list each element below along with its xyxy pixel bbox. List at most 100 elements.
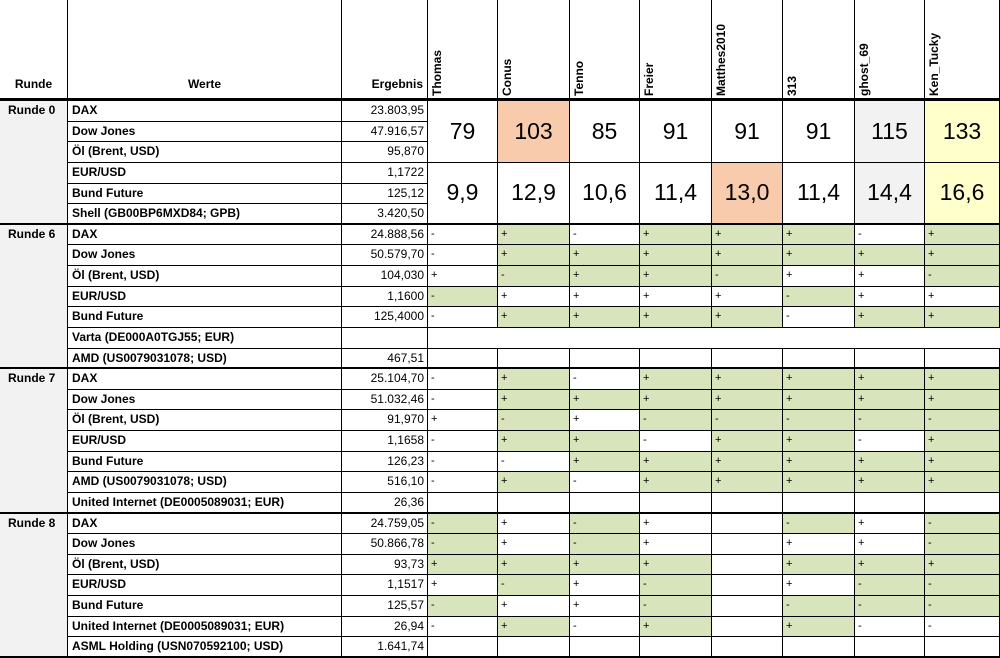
value-name: EUR/USD (68, 162, 342, 184)
pick: + (925, 369, 1000, 390)
empty-cell (570, 348, 640, 370)
pick: + (570, 389, 640, 411)
pick: + (640, 369, 712, 390)
pick: + (498, 616, 570, 638)
pick: + (925, 431, 1000, 452)
player-name: Tenno (572, 60, 586, 96)
empty-cell (712, 637, 783, 658)
pick: - (428, 286, 498, 308)
score: 91 (783, 101, 855, 163)
value-name: ASML Holding (USN070592100; USD) (68, 637, 342, 658)
pick: + (712, 245, 783, 267)
score: 9,9 (428, 162, 498, 225)
pick: + (428, 575, 498, 597)
pick: + (428, 266, 498, 287)
result: 104,030 (342, 266, 428, 287)
player-header: 313 (783, 0, 855, 101)
pick: - (640, 410, 712, 432)
pick: + (925, 389, 1000, 411)
pick: - (570, 224, 640, 246)
pick: - (783, 513, 855, 535)
player-name: Ken_Tucky (927, 32, 941, 96)
pick: + (570, 266, 640, 287)
pick: - (498, 451, 570, 473)
result: 126,23 (342, 451, 428, 473)
pick: + (783, 616, 855, 638)
pick (712, 596, 783, 617)
pick: + (640, 224, 712, 246)
empty-cell (428, 492, 498, 514)
score: 11,4 (783, 162, 855, 225)
pick: - (498, 575, 570, 597)
value-name: DAX (68, 513, 342, 535)
pick: - (855, 575, 925, 597)
round-label: Runde 0 (0, 101, 68, 225)
player-header: Conus (498, 0, 570, 101)
pick: - (855, 224, 925, 246)
result: 23.803,95 (342, 101, 428, 122)
empty-cell (712, 328, 783, 349)
result: 26,36 (342, 492, 428, 514)
pick: - (428, 245, 498, 267)
result-header: Ergebnis (342, 0, 428, 101)
pick: + (712, 389, 783, 411)
pick: + (783, 534, 855, 555)
pick (712, 554, 783, 576)
pick: + (712, 369, 783, 390)
pick: + (498, 472, 570, 493)
pick: - (428, 616, 498, 638)
empty-cell (428, 637, 498, 658)
pick: - (428, 451, 498, 473)
pick: - (570, 472, 640, 493)
round-label: Runde 8 (0, 513, 68, 658)
empty-cell (855, 328, 925, 349)
pick: + (498, 513, 570, 535)
pick (712, 616, 783, 638)
pick: + (640, 307, 712, 328)
pick: + (712, 307, 783, 328)
result: 50.579,70 (342, 245, 428, 267)
score: 115 (855, 101, 925, 163)
pick: - (925, 575, 1000, 597)
value-name: AMD (US0079031078; USD) (68, 348, 342, 370)
pick: + (570, 596, 640, 617)
pick: + (925, 451, 1000, 473)
pick: - (640, 596, 712, 617)
pick: + (855, 534, 925, 555)
pick: - (925, 266, 1000, 287)
pick: + (855, 554, 925, 576)
pick: + (783, 389, 855, 411)
pick: + (855, 513, 925, 535)
player-header: Tenno (570, 0, 640, 101)
result: 91,970 (342, 410, 428, 432)
pick: + (570, 431, 640, 452)
pick: + (640, 245, 712, 267)
pick: - (783, 307, 855, 328)
pick: + (783, 266, 855, 287)
pick: + (570, 245, 640, 267)
pick: - (925, 513, 1000, 535)
result: 1,1600 (342, 286, 428, 308)
pick: + (570, 307, 640, 328)
pick: - (640, 431, 712, 452)
pick: + (498, 369, 570, 390)
empty-cell (498, 637, 570, 658)
empty-cell (925, 637, 1000, 658)
pick: - (925, 596, 1000, 617)
pick: - (428, 369, 498, 390)
pick: + (498, 554, 570, 576)
empty-cell (498, 328, 570, 349)
round-header: Runde (0, 0, 68, 101)
pick: - (498, 266, 570, 287)
values-header: Werte (68, 0, 342, 101)
empty-cell (428, 348, 498, 370)
empty-cell (925, 492, 1000, 514)
pick: + (498, 307, 570, 328)
value-name: EUR/USD (68, 575, 342, 597)
pick: - (712, 410, 783, 432)
score: 79 (428, 101, 498, 163)
score: 91 (712, 101, 783, 163)
pick: - (640, 575, 712, 597)
result: 516,10 (342, 472, 428, 493)
